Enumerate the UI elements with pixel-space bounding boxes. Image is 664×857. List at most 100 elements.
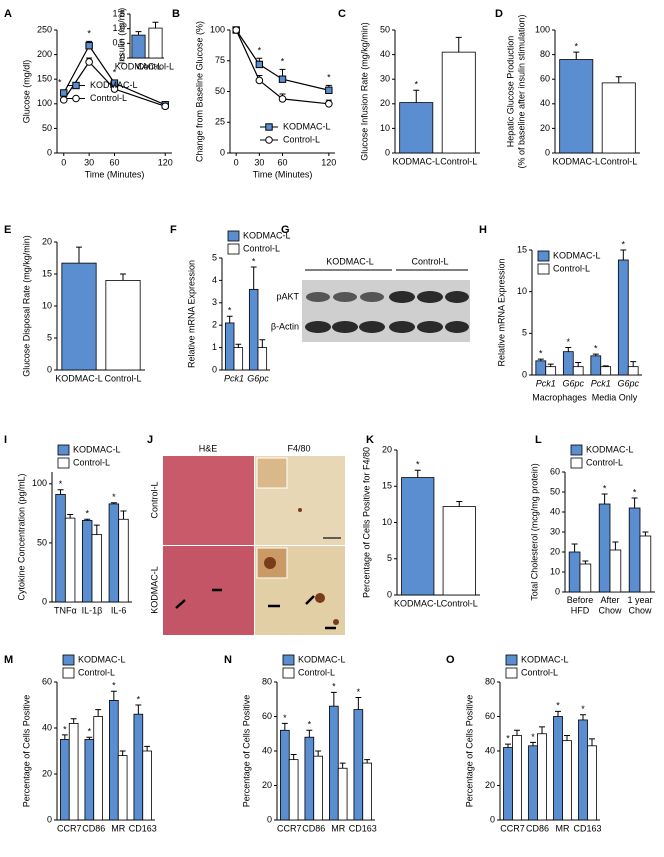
error-bar	[555, 710, 561, 717]
error-bar	[84, 518, 91, 521]
point	[232, 26, 240, 34]
x-tick-label: CD86	[526, 823, 549, 833]
y-tick-label: 20	[380, 98, 390, 108]
y-tick-label: 0.5	[112, 38, 125, 48]
legend-label: KODMAC-L	[243, 230, 291, 240]
legend-swatch	[62, 654, 75, 666]
x-tick-label: Pck1	[591, 378, 611, 388]
panel-label: B	[172, 8, 180, 20]
y-tick-label: 40	[262, 745, 272, 755]
inset-image	[256, 457, 288, 489]
bar	[304, 736, 315, 821]
y-tick-label: 25	[215, 117, 225, 127]
y-tick-label: 60	[262, 711, 272, 721]
bar	[562, 740, 572, 821]
y-tick-label: 0	[120, 52, 125, 62]
x-tick-label: G6pc	[617, 378, 639, 388]
y-tick-label: 50	[37, 537, 47, 547]
legend-marker	[72, 94, 80, 103]
y-tick-label: 1.0	[112, 23, 125, 33]
row-label: β-Actin	[271, 321, 299, 331]
error-bar	[537, 358, 544, 361]
x-tick-label: KODMAC-L	[552, 156, 600, 166]
panel-label: D	[495, 8, 503, 20]
panel-label: J	[147, 434, 153, 446]
x-tick-label: G6pc	[247, 373, 269, 383]
y-tick-label: 10	[517, 286, 527, 296]
y-tick-label: 0	[42, 596, 47, 606]
y-tick-label: 20	[485, 780, 495, 790]
bar	[117, 755, 128, 821]
y-tick-label: 50	[380, 24, 390, 34]
significance: *	[327, 73, 331, 83]
error-bar	[505, 743, 511, 748]
significance: *	[281, 57, 285, 67]
bar	[288, 759, 299, 821]
legend-swatch	[537, 250, 550, 262]
y-tick-label: 20	[42, 236, 52, 246]
bar	[442, 506, 476, 596]
y-axis-label: (% of baseline after insulin stimulation…	[516, 14, 526, 168]
x-tick-label: Pck1	[536, 378, 556, 388]
error-bar	[571, 543, 578, 552]
error-bar	[602, 365, 609, 367]
bar	[617, 259, 629, 376]
significance: *	[332, 682, 336, 692]
significance: *	[85, 509, 89, 519]
y-axis-label: Hepatic Glucose Production	[505, 36, 515, 148]
y-tick-label: 20	[540, 123, 550, 133]
x-tick-label: CD163	[349, 823, 377, 833]
bar	[118, 518, 129, 603]
y-tick-label: 80	[540, 49, 550, 59]
y-tick-label: 20	[550, 546, 560, 556]
y-axis-label: Change from Baseline Glucose (%)	[194, 21, 204, 162]
x-tick-label: CCR7	[500, 823, 525, 833]
y-tick-label: 1.5	[112, 8, 125, 18]
bar	[248, 288, 259, 371]
label-line: After	[600, 595, 619, 605]
legend-label: KODMAC-L	[298, 654, 346, 664]
y-axis-label: Glucose Infusion Rate (mg/kg/min)	[359, 22, 369, 161]
error-bar	[339, 762, 346, 769]
significance: *	[414, 80, 418, 90]
bar	[503, 747, 513, 821]
he-image	[163, 546, 254, 635]
y-tick-label: 2	[212, 320, 217, 330]
error-bar	[564, 734, 570, 741]
legend-swatch	[570, 457, 583, 469]
y-tick-label: 5	[47, 332, 52, 342]
bar	[108, 503, 120, 603]
point	[85, 58, 93, 66]
bar	[148, 27, 163, 59]
bar	[60, 739, 70, 821]
bar	[93, 716, 103, 821]
bar	[587, 745, 597, 821]
y-tick-label: 30	[380, 74, 390, 84]
error-bar	[355, 697, 362, 710]
legend-swatch	[570, 444, 583, 456]
line	[63, 61, 166, 107]
legend-label: KODMAC-L	[90, 80, 138, 90]
significance: *	[228, 306, 232, 316]
lane-label: Control-L	[411, 256, 448, 266]
error-bar	[330, 691, 337, 707]
x-tick-label: After Chow	[598, 595, 622, 615]
error-bar	[144, 745, 151, 751]
significance: *	[556, 701, 560, 711]
x-tick-label: Before HFD	[567, 595, 594, 615]
y-tick-label: 10	[382, 517, 392, 527]
y-axis-label: Relative mRNA Expression	[496, 258, 506, 366]
y-tick-label: 20	[382, 444, 392, 454]
bar	[329, 705, 339, 821]
y-tick-label: 60	[485, 711, 495, 721]
y-tick-label: 15	[517, 244, 527, 254]
y-tick-label: 60	[550, 466, 560, 476]
legend-swatch	[505, 667, 518, 679]
error-bar	[589, 738, 595, 746]
legend-swatch	[537, 263, 550, 275]
significance: *	[603, 483, 607, 493]
panel-label: C	[338, 8, 346, 20]
error-bar	[259, 339, 266, 348]
error-bar	[95, 709, 102, 717]
y-tick-label: 250	[37, 24, 52, 34]
